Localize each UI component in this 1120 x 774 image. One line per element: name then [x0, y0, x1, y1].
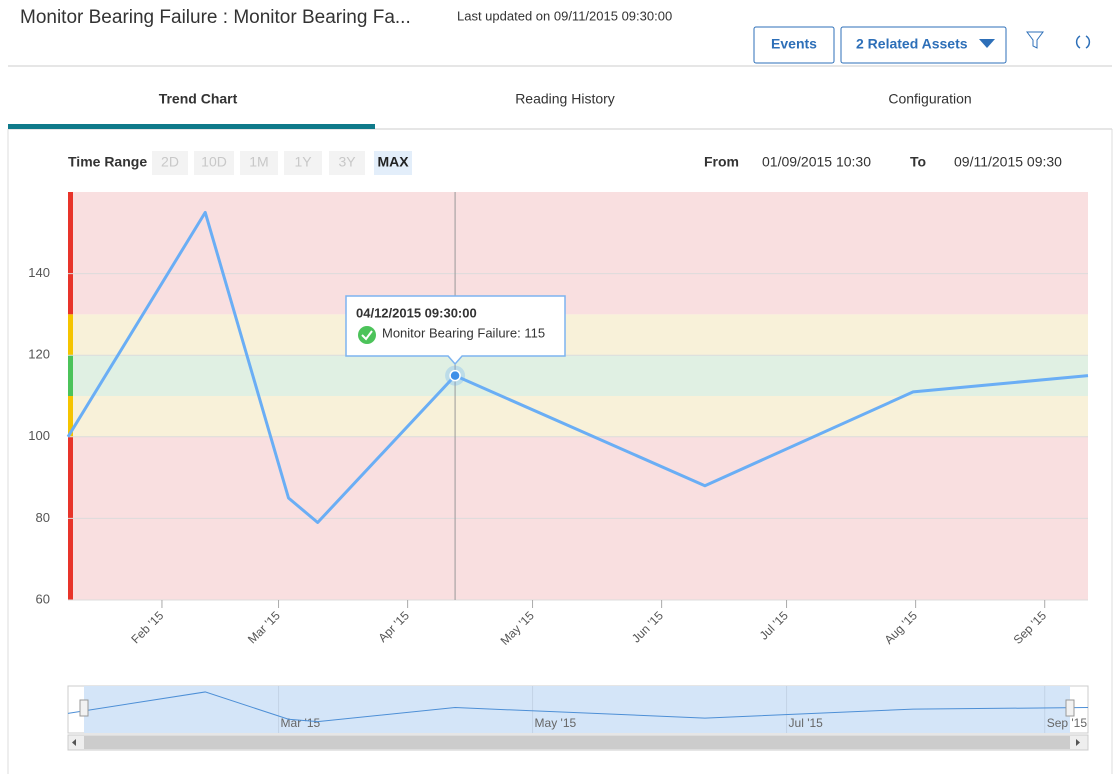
range-option[interactable]: MAX: [374, 151, 412, 175]
tab[interactable]: Trend Chart: [159, 91, 238, 107]
x-tick-label: Aug '15: [882, 608, 921, 647]
button-frame: [753, 26, 835, 64]
last-updated: Last updated on 09/11/2015 09:30:00: [457, 8, 672, 23]
y-tick-label: 120: [28, 347, 50, 362]
range-option-label: 3Y: [338, 154, 356, 170]
navigator-handle[interactable]: [79, 699, 89, 717]
threshold-strip: [68, 192, 73, 315]
range-option-label: 1M: [249, 154, 268, 170]
range-option[interactable]: 3Y: [329, 151, 365, 175]
tooltip-check: [358, 326, 376, 344]
related-assets-button[interactable]: 2 Related Assets: [840, 26, 1007, 64]
x-tick-label: Jul '15: [757, 608, 791, 642]
navigator-label: May '15: [535, 716, 577, 730]
refresh-icon[interactable]: [1075, 35, 1091, 49]
range-option[interactable]: 1M: [240, 151, 278, 175]
navigator-line: [67, 691, 1089, 723]
from-label: From: [704, 154, 739, 170]
navigator-label: Sep '15: [1047, 716, 1088, 730]
to-date: 09/11/2015 09:30: [954, 154, 1062, 170]
threshold-strip: [68, 314, 73, 356]
range-option-label: MAX: [377, 154, 409, 170]
range-option-bg: [152, 151, 188, 175]
range-option-label: 1Y: [294, 154, 312, 170]
threshold-band: [68, 192, 1088, 315]
x-tick-label: Jun '15: [629, 608, 666, 645]
threshold-strip: [68, 396, 73, 437]
filter-icon[interactable]: [1026, 31, 1044, 49]
y-tick-label: 100: [28, 428, 50, 443]
navigator-label: Jul '15: [789, 716, 824, 730]
x-tick-label: Apr '15: [375, 608, 412, 645]
y-tick-label: 60: [36, 591, 50, 606]
scrollbar-thumb[interactable]: [84, 736, 1070, 749]
tooltip-text: Monitor Bearing Failure: 115: [382, 325, 545, 340]
x-tick-label: Feb '15: [128, 608, 166, 646]
tooltip-date: 04/12/2015 09:30:00: [356, 305, 477, 320]
tab[interactable]: Reading History: [515, 91, 615, 107]
page-title: Monitor Bearing Failure : Monitor Bearin…: [20, 7, 411, 28]
threshold-strip: [68, 355, 73, 396]
range-option-label: 2D: [161, 154, 179, 170]
range-option-bg: [194, 151, 234, 175]
scroll-right[interactable]: [1076, 739, 1080, 746]
y-tick-label: 140: [28, 265, 50, 280]
range-option[interactable]: 10D: [194, 151, 234, 175]
x-tick-label: May '15: [498, 608, 538, 648]
active-tab-indicator: [8, 124, 375, 129]
x-tick-label: Mar '15: [245, 608, 283, 646]
navigator-handle[interactable]: [1065, 699, 1075, 717]
button-frame: [840, 26, 1007, 64]
range-option-bg: [284, 151, 322, 175]
y-tick-label: 80: [36, 510, 50, 525]
range-option-bg: [374, 151, 412, 175]
events-button[interactable]: Events: [753, 26, 835, 64]
tooltip-check-mark: [361, 330, 373, 341]
range-option-bg: [329, 151, 365, 175]
threshold-band: [68, 314, 1088, 356]
time-range-label: Time Range: [68, 154, 147, 170]
range-option[interactable]: 1Y: [284, 151, 322, 175]
range-option-label: 10D: [201, 154, 227, 170]
from-date: 01/09/2015 10:30: [762, 154, 871, 170]
button-label: Events: [771, 36, 817, 52]
threshold-band: [68, 355, 1088, 396]
range-option[interactable]: 2D: [152, 151, 188, 175]
button-label: 2 Related Assets: [856, 36, 968, 52]
scroll-left[interactable]: [72, 739, 76, 746]
tab[interactable]: Configuration: [888, 91, 971, 107]
series-line: [66, 210, 1089, 524]
to-label: To: [910, 154, 926, 170]
hover-point: [449, 369, 461, 382]
dropdown-arrow: [979, 39, 995, 48]
range-option-bg: [240, 151, 278, 175]
x-tick-label: Sep '15: [1011, 608, 1050, 647]
tooltip-box: [345, 295, 566, 366]
